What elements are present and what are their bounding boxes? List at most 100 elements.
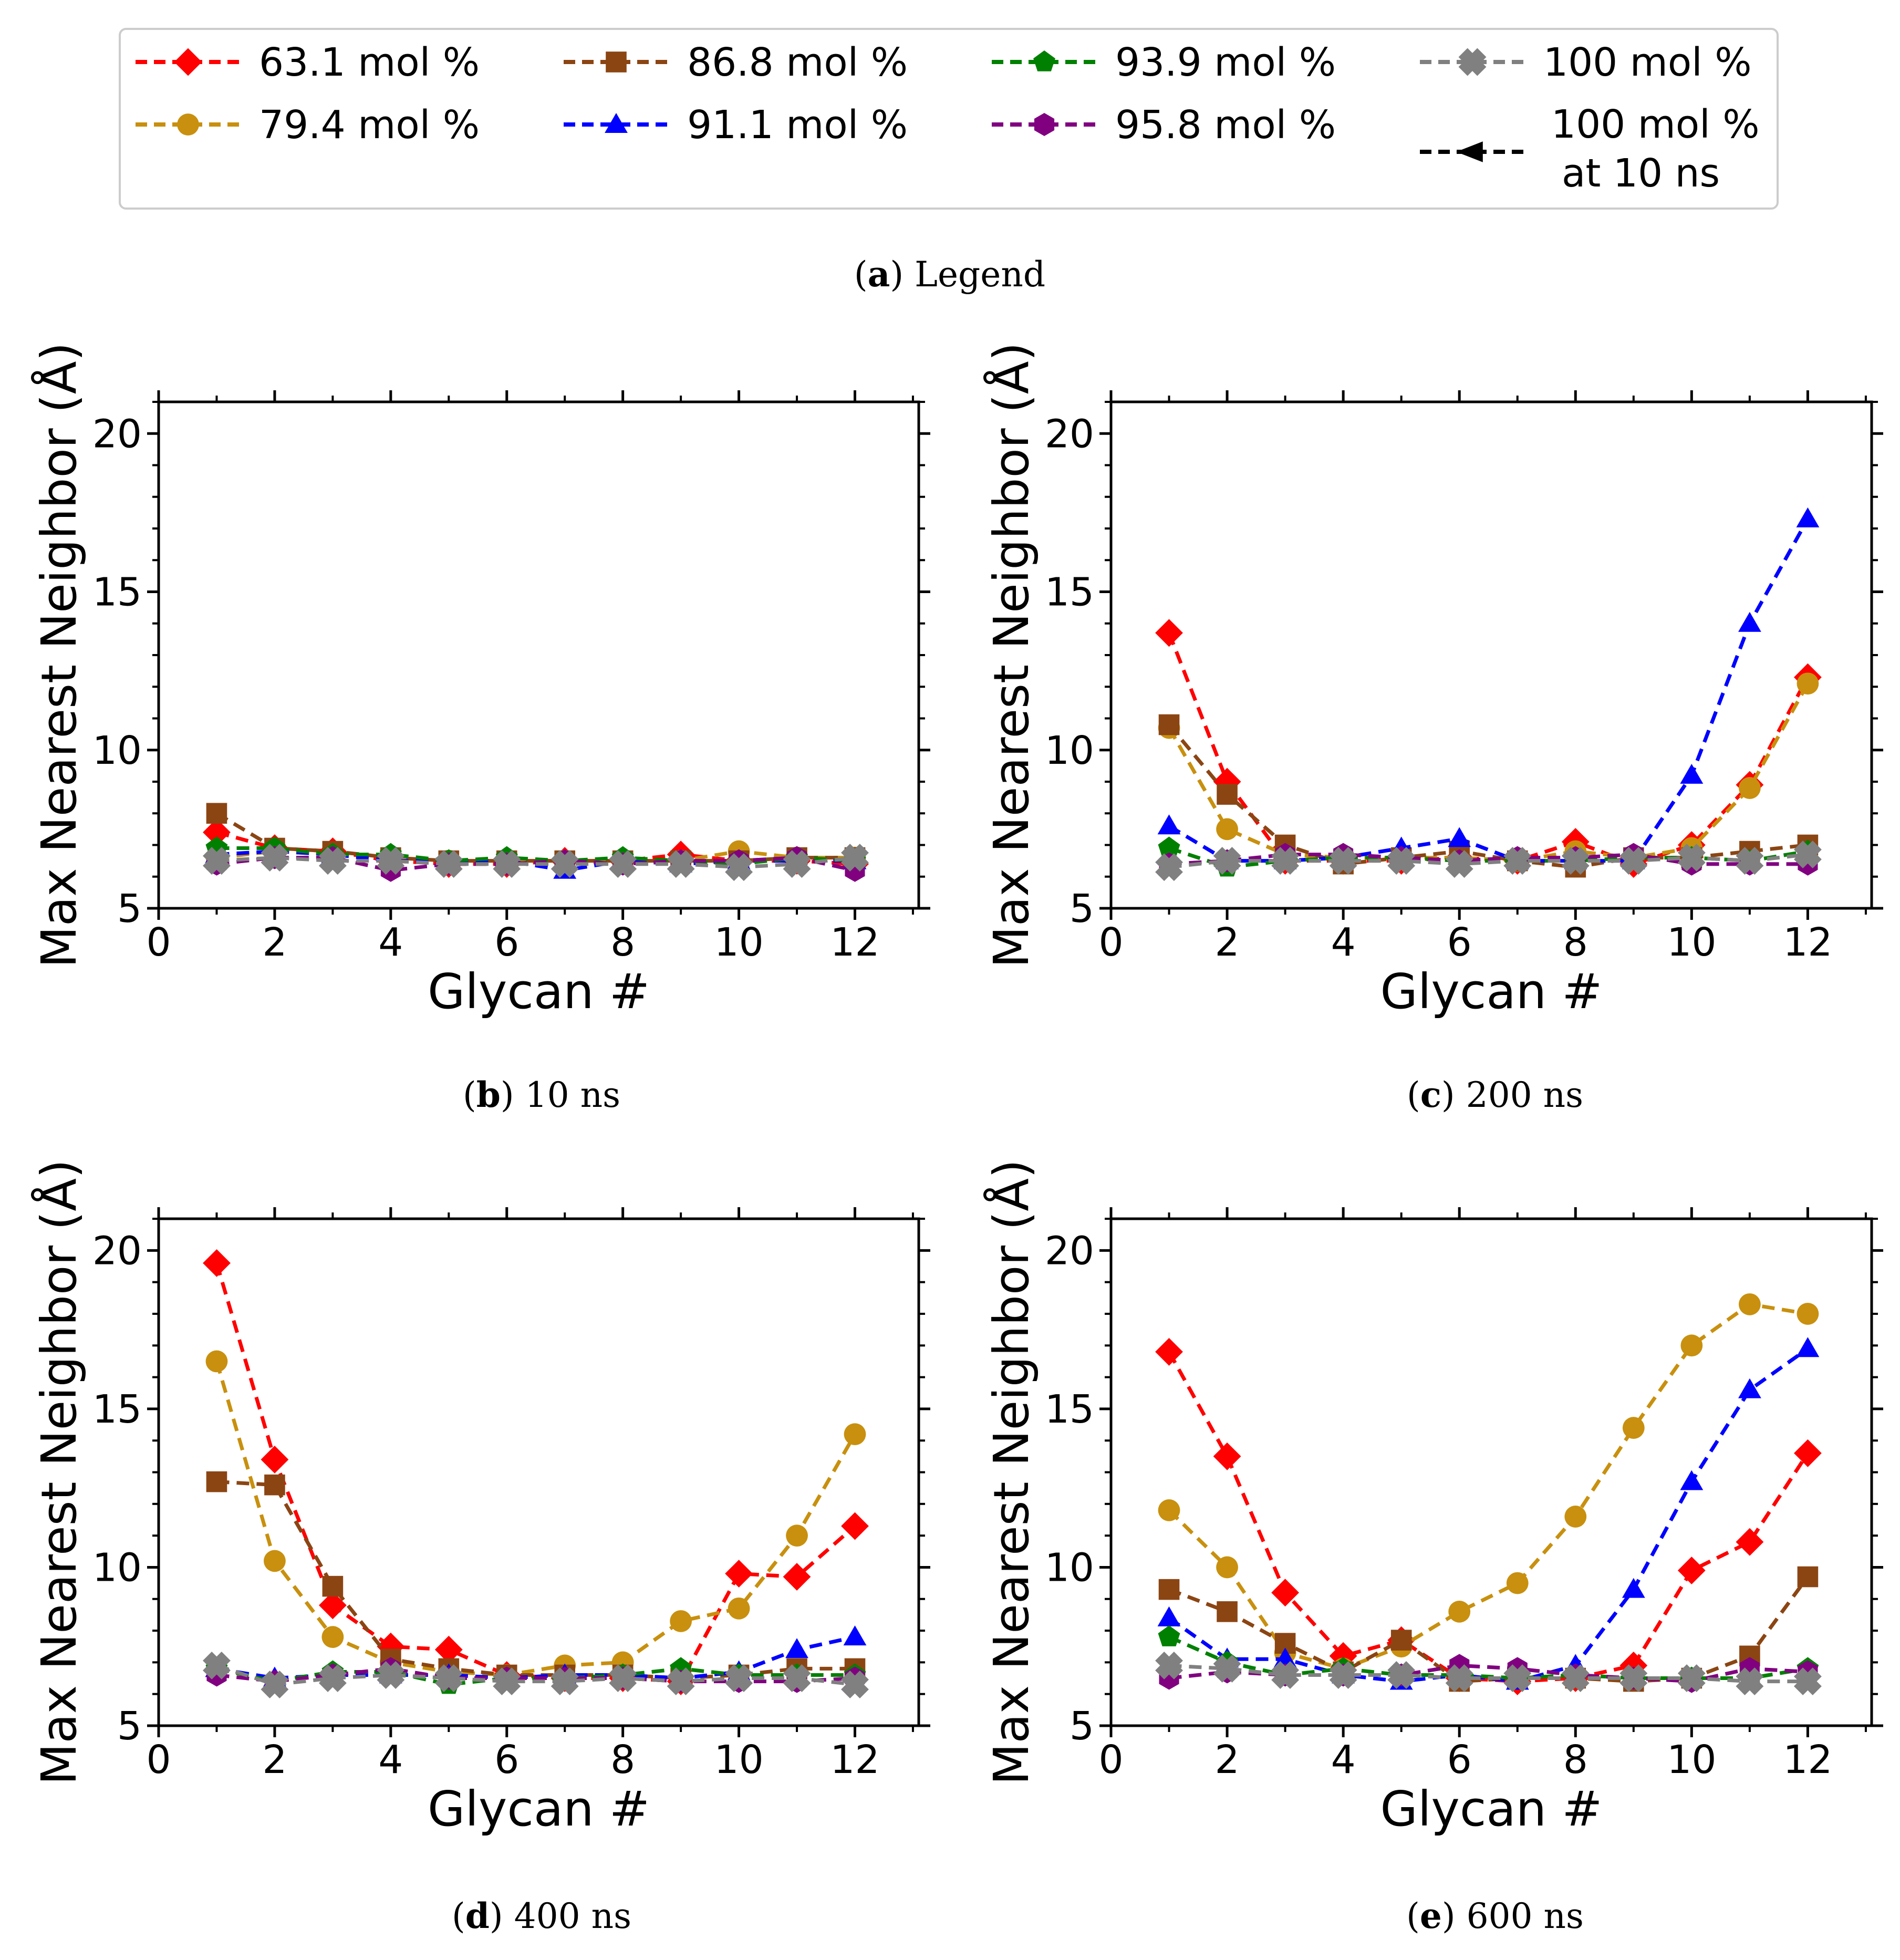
data-point: [493, 850, 521, 878]
data-point: [1619, 1652, 1648, 1679]
legend-label: 93.9 mol %: [1115, 40, 1336, 85]
legend-entry: 100 mol %: [1420, 40, 1752, 85]
legend-label: 95.8 mol %: [1115, 102, 1336, 148]
x-tick-label: 8: [1563, 1737, 1588, 1782]
x-tick-label: 0: [146, 1737, 171, 1782]
x-marker-bar: [1329, 1661, 1357, 1689]
data-point: [318, 1664, 347, 1692]
series-line: [215, 1262, 856, 1684]
legend-marker: [177, 113, 199, 136]
data-point: [206, 1471, 227, 1492]
data-point: [783, 850, 811, 878]
caption-letter: d: [465, 1895, 490, 1936]
data-point: [1217, 1601, 1238, 1622]
data-point: [1448, 827, 1471, 847]
caption-open: (: [1407, 1075, 1420, 1115]
legend-label: 100 mol %: [1551, 102, 1760, 147]
y-axis-label: Max Nearest Neighbor (Å): [983, 1159, 1040, 1785]
data-point: [1271, 847, 1300, 875]
data-point: [1155, 1337, 1183, 1366]
series-group: [1155, 1293, 1822, 1696]
data-point: [1738, 1293, 1761, 1315]
data-point: [264, 1474, 285, 1496]
x-marker-bar: [1677, 1664, 1706, 1692]
x-tick-label: 8: [610, 1737, 635, 1782]
data-point: [493, 1667, 521, 1696]
x-marker-bar: [841, 844, 869, 872]
series-line: [1168, 518, 1810, 863]
x-tick-label: 4: [1331, 1737, 1356, 1782]
x-tick-label: 0: [1098, 1737, 1123, 1782]
legend-frame: [119, 28, 1779, 210]
x-marker-bar: [203, 1651, 231, 1679]
legend-label-line2: at 10 ns: [1562, 151, 1720, 196]
caption-close: ): [1442, 1896, 1467, 1936]
x-tick-label: 4: [1331, 920, 1356, 965]
data-point: [1387, 847, 1416, 875]
data-point: [205, 1350, 228, 1373]
x-marker-bar: [261, 1671, 289, 1699]
y-axis-label: Max Nearest Neighbor (Å): [30, 1159, 87, 1785]
data-point: [321, 1626, 344, 1648]
y-tick-label: 10: [92, 1545, 142, 1590]
data-point: [261, 1446, 289, 1474]
data-point: [1561, 847, 1590, 875]
data-point: [841, 1671, 869, 1699]
y-tick-label: 20: [92, 411, 142, 457]
series-group: [203, 1249, 869, 1699]
data-point: [1329, 1661, 1357, 1689]
plot-frame: [157, 1217, 920, 1727]
x-marker-bar: [1155, 1651, 1183, 1679]
x-marker-bar: [1445, 850, 1473, 878]
x-tick-label: 10: [1667, 1737, 1716, 1782]
x-tick-label: 10: [1667, 920, 1716, 965]
series-line: [215, 1361, 857, 1677]
legend-entry: 93.9 mol %: [992, 40, 1336, 85]
series-line: [216, 856, 855, 869]
x-marker-bar: [1387, 847, 1416, 875]
data-point: [1736, 1528, 1764, 1556]
x-marker-bar: [1736, 1667, 1764, 1696]
data-point: [1506, 1572, 1529, 1594]
caption-text: 600 ns: [1467, 1896, 1584, 1936]
data-point: [786, 1525, 808, 1547]
data-point: [1680, 1470, 1704, 1490]
x-tick-label: 12: [1783, 1737, 1832, 1782]
caption-open: (: [463, 1075, 476, 1115]
data-point: [551, 850, 579, 878]
x-marker-bar: [377, 847, 405, 875]
x-marker-bar: [1503, 847, 1532, 875]
y-tick-label: 5: [117, 1704, 142, 1749]
data-point: [667, 850, 695, 878]
x-marker-bar: [1736, 847, 1764, 875]
data-point: [1503, 1664, 1532, 1692]
legend-label: 63.1 mol %: [259, 40, 480, 85]
data-point: [1738, 1378, 1761, 1398]
y-tick-label: 5: [117, 886, 142, 931]
x-tick-label: 6: [494, 1737, 519, 1782]
data-point: [1157, 1606, 1181, 1626]
legend-entry: 86.8 mol %: [564, 40, 908, 85]
caption-text: 10 ns: [525, 1075, 620, 1115]
series-group: [1155, 507, 1822, 882]
plot-frame: [157, 400, 920, 910]
x-marker-bar: [1561, 1664, 1590, 1692]
legend-label: 86.8 mol %: [687, 40, 908, 85]
data-point: [434, 1635, 463, 1664]
data-point: [203, 818, 231, 846]
data-point: [783, 1563, 811, 1591]
x-marker-bar: [434, 850, 463, 878]
caption-open: (: [1406, 1896, 1420, 1936]
legend-marker: [605, 113, 628, 133]
x-marker-bar: [841, 1671, 869, 1699]
data-point: [1736, 847, 1764, 875]
y-axis-label: Max Nearest Neighbor (Å): [983, 342, 1040, 968]
chart-panel-e: 0 2 4 6 8 10 12 5 10 15 20 Glycan # Max Nearest Neig…: [983, 1159, 1883, 1936]
x-marker-bar: [1271, 847, 1300, 875]
data-point: [1213, 1442, 1241, 1470]
data-point: [1157, 814, 1181, 835]
x-tick-label: 2: [262, 920, 287, 965]
x-tick-label: 0: [1098, 920, 1123, 965]
y-axis-label: Max Nearest Neighbor (Å): [30, 342, 87, 968]
